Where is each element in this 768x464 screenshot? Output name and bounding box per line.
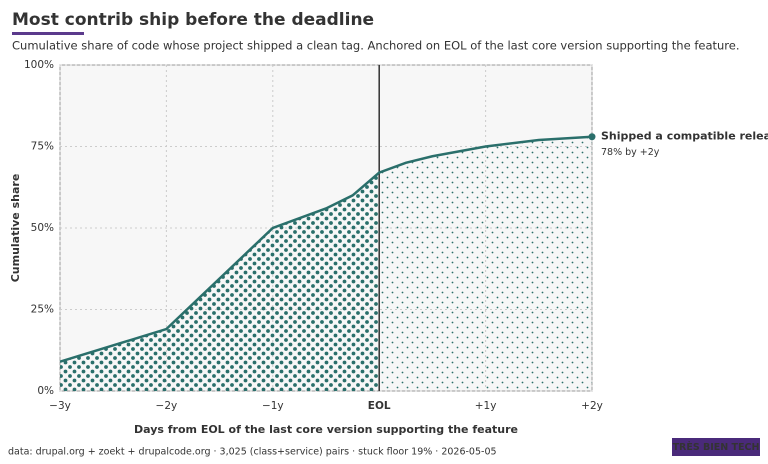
y-tick-label: 25% — [31, 304, 54, 316]
x-tick-label: +1y — [475, 400, 497, 412]
y-tick-label: 0% — [37, 385, 54, 397]
area-before-eol — [60, 172, 380, 391]
y-tick-label: 100% — [24, 59, 54, 71]
y-axis-label: Cumulative share — [9, 174, 22, 283]
x-tick-label: EOL — [368, 400, 391, 412]
x-tick-label: −3y — [49, 400, 71, 412]
line — [59, 135, 593, 363]
x-axis-label: Days from EOL of the last core version s… — [134, 423, 518, 436]
chart-subtitle: Cumulative share of code whose project s… — [12, 39, 740, 53]
area-after-eol — [379, 136, 592, 391]
title-underline — [12, 32, 84, 35]
series-label: Shipped a compatible release — [601, 130, 768, 143]
x-tick-label: −2y — [156, 400, 178, 412]
y-tick-label: 75% — [31, 141, 54, 153]
annotation: 78% by +2y — [601, 147, 660, 158]
y-tick-label: 50% — [31, 222, 54, 234]
brand-badge — [672, 438, 760, 456]
footer: data: drupal.org + zoekt + drupalcode.or… — [8, 447, 497, 458]
x-tick-label: +2y — [581, 400, 603, 412]
x-tick-label: −1y — [262, 400, 284, 412]
chart-title: Most contrib ship before the deadline — [12, 10, 374, 30]
end-point — [588, 133, 596, 141]
brand: TRÈS BIEN TECH — [673, 441, 760, 453]
